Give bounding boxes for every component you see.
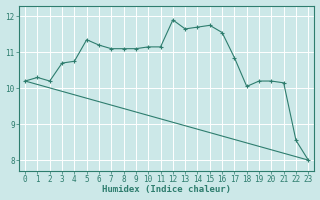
X-axis label: Humidex (Indice chaleur): Humidex (Indice chaleur)	[102, 185, 231, 194]
